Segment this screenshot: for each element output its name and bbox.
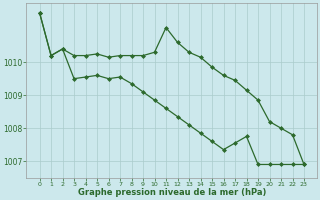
- X-axis label: Graphe pression niveau de la mer (hPa): Graphe pression niveau de la mer (hPa): [77, 188, 266, 197]
